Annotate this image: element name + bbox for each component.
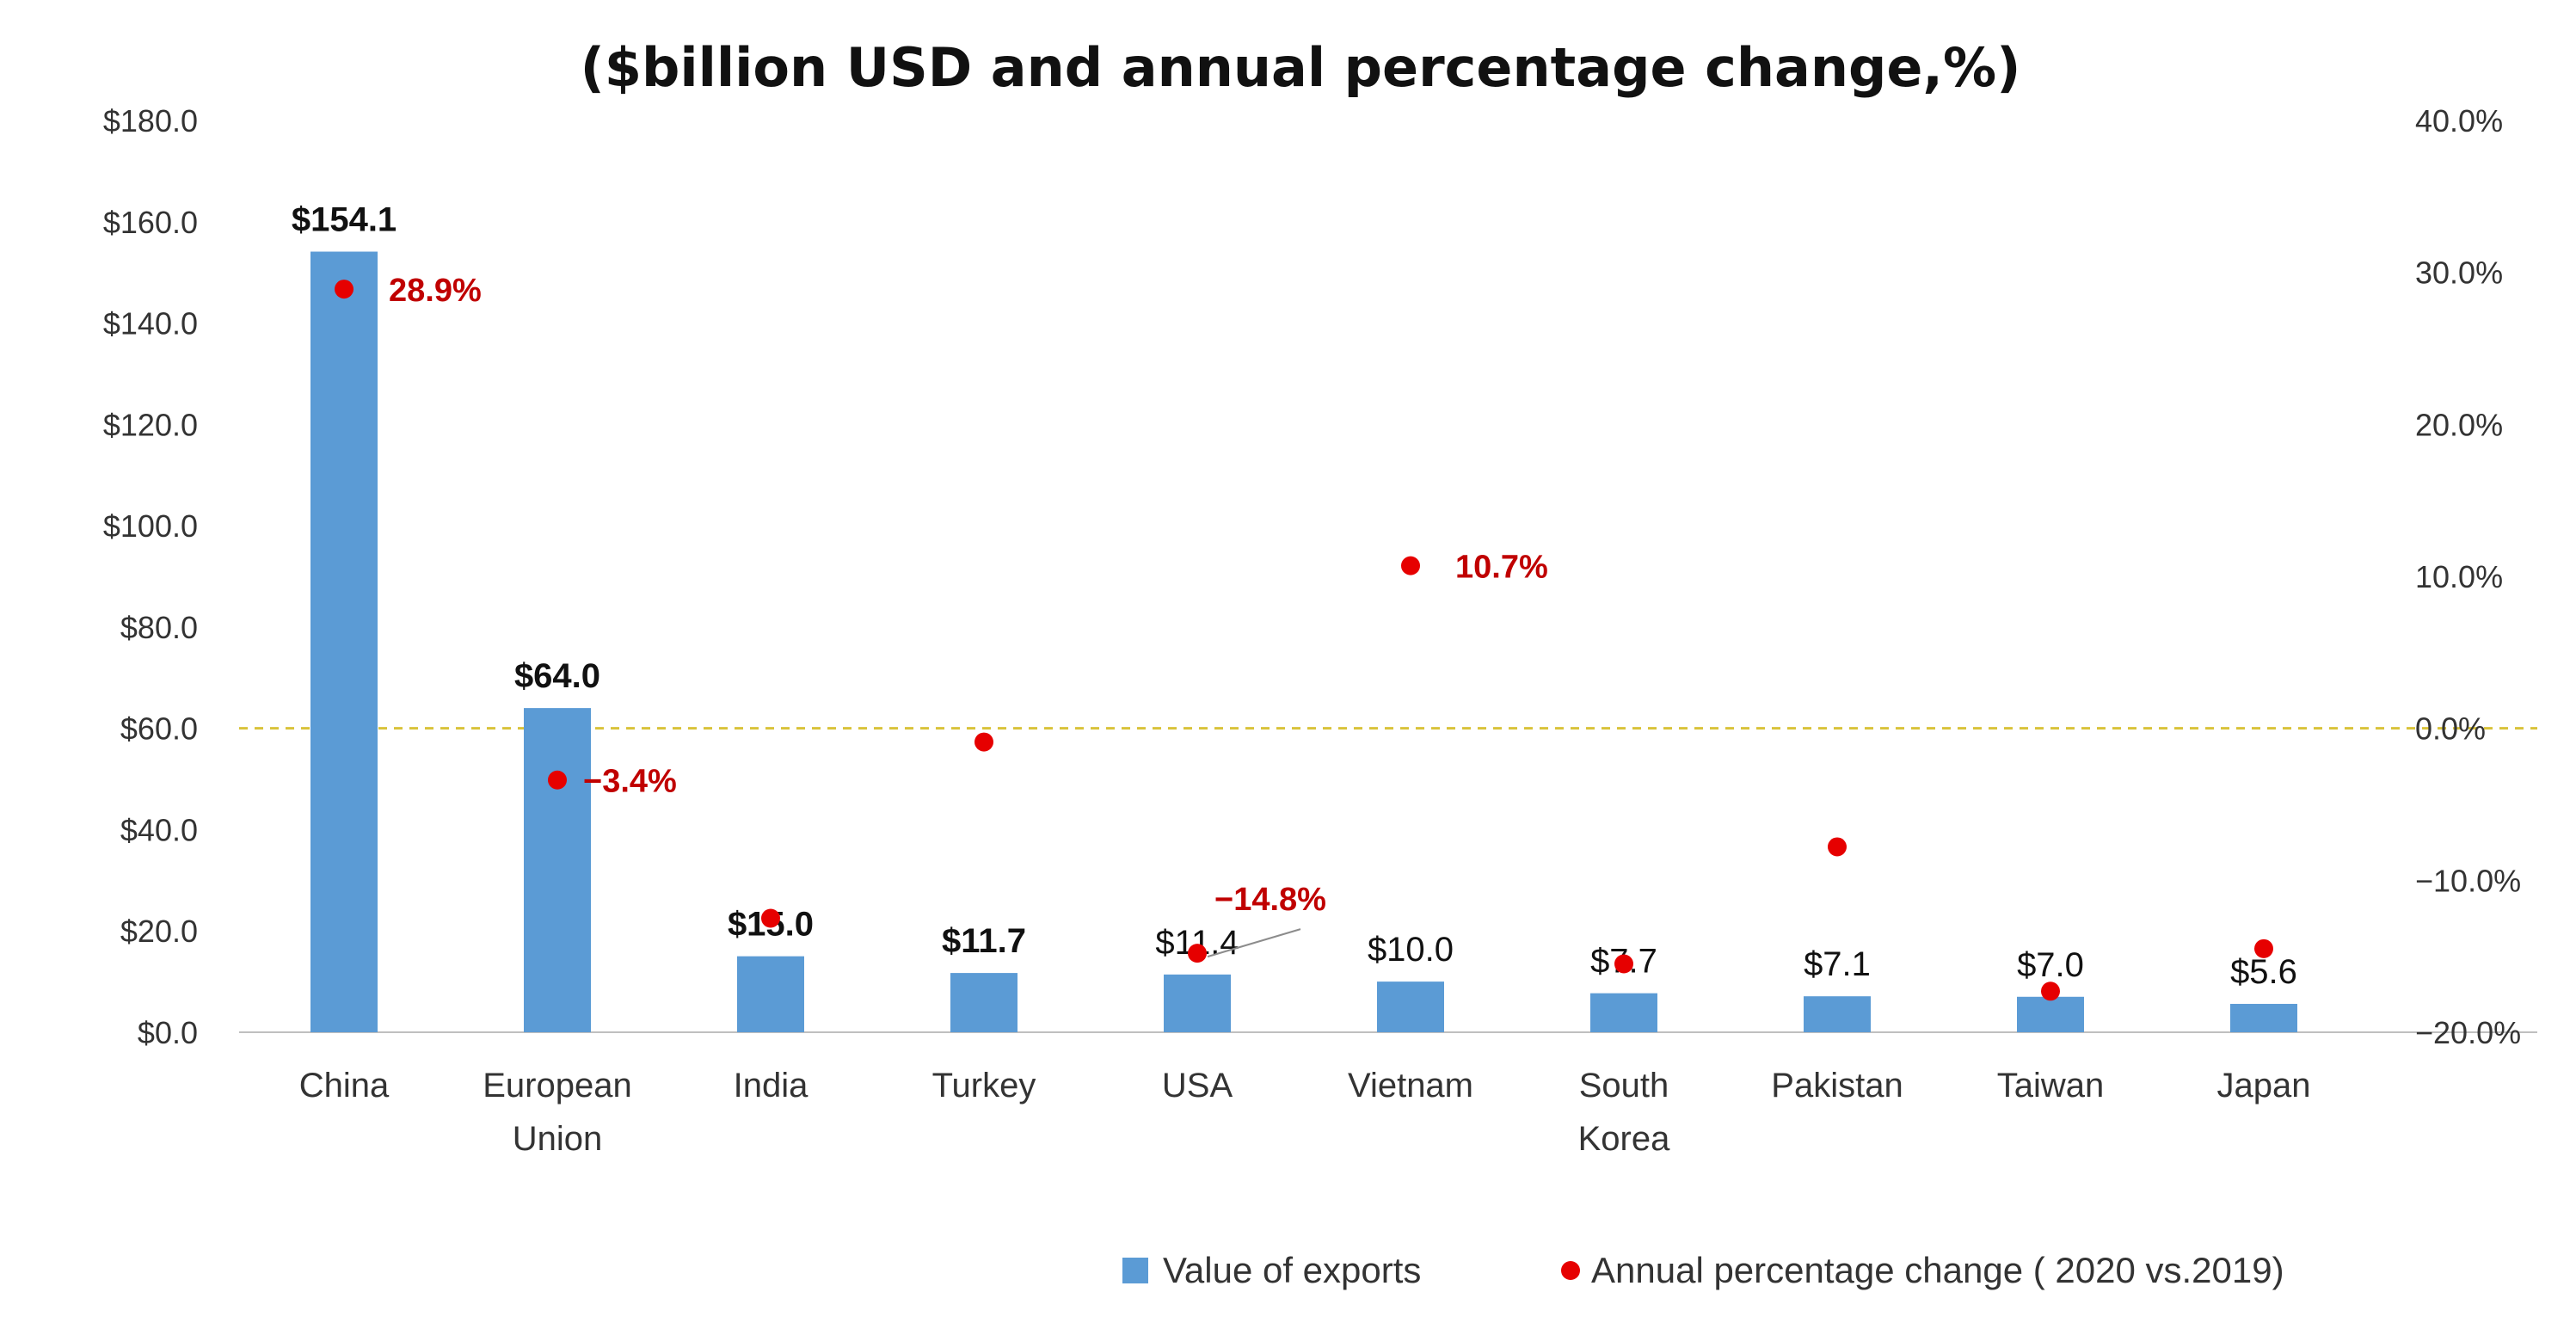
leader-line <box>1207 928 1301 958</box>
category-label: Taiwan <box>1997 1067 2105 1105</box>
points <box>335 280 2273 1001</box>
change-label: 28.9% <box>389 273 482 309</box>
right-tick-label: −20.0% <box>2415 1015 2521 1050</box>
category-label: Pakistan <box>1771 1067 1903 1105</box>
left-tick-label: $100.0 <box>103 508 198 544</box>
bar <box>524 708 591 1032</box>
category-label: Union <box>513 1120 603 1158</box>
left-axis-ticks: $0.0 $20.0 $40.0 $60.0 $80.0 $100.0 $120.0 $140… <box>103 103 198 1050</box>
left-tick-label: $0.0 <box>138 1015 198 1050</box>
right-tick-label: 10.0% <box>2415 559 2503 594</box>
right-tick-label: 30.0% <box>2415 255 2503 291</box>
bar-value-label: $10.0 <box>1368 931 1454 969</box>
change-point <box>1401 556 1420 575</box>
left-tick-label: $160.0 <box>103 205 198 240</box>
change-point <box>548 770 567 790</box>
category-label: China <box>299 1067 390 1105</box>
bar <box>950 973 1017 1032</box>
change-point <box>761 908 780 928</box>
category-label: Turkey <box>932 1067 1036 1105</box>
right-tick-label: 40.0% <box>2415 103 2503 138</box>
right-tick-label: 20.0% <box>2415 407 2503 442</box>
bar <box>1590 993 1657 1032</box>
legend: Value of exports Annual percentage chang… <box>1122 1250 2284 1290</box>
bar <box>1377 981 1444 1032</box>
category-label: USA <box>1162 1067 1233 1105</box>
left-tick-label: $120.0 <box>103 407 198 442</box>
left-tick-label: $180.0 <box>103 103 198 138</box>
category-label: India <box>734 1067 808 1105</box>
bar-labels: $154.1$64.0$15.0$11.7$11.4$10.0$7.7$7.1$… <box>292 201 2297 992</box>
bar-value-label: $5.6 <box>2230 953 2297 991</box>
left-tick-label: $140.0 <box>103 306 198 342</box>
left-tick-label: $40.0 <box>120 812 198 847</box>
change-point <box>335 280 354 299</box>
category-label: Japan <box>2217 1067 2311 1105</box>
legend-swatch-exports <box>1122 1258 1148 1283</box>
point-labels: 28.9% −3.4% −14.8% 10.7% <box>389 273 1548 958</box>
bar-value-label: $154.1 <box>292 201 397 239</box>
right-axis-ticks: −20.0% −10.0% 0.0% 10.0% 20.0% 30.0% 40.0% <box>2415 103 2521 1050</box>
left-tick-label: $60.0 <box>120 711 198 747</box>
category-labels: China European Union India Turkey USA Vietnam S… <box>299 1067 2311 1158</box>
change-point <box>974 732 993 752</box>
legend-label-exports: Value of exports <box>1163 1250 1421 1290</box>
left-tick-label: $20.0 <box>120 914 198 949</box>
right-tick-label: 0.0% <box>2415 711 2486 747</box>
bar-value-label: $64.0 <box>514 657 600 695</box>
change-label: −14.8% <box>1214 882 1326 918</box>
change-label: −3.4% <box>583 764 677 800</box>
bar <box>2017 996 2084 1032</box>
change-point <box>2041 981 2060 1001</box>
category-label: Vietnam <box>1348 1067 1473 1105</box>
bar <box>310 251 378 1032</box>
change-point <box>2254 938 2273 958</box>
bars <box>310 251 2297 1032</box>
bar-value-label: $7.1 <box>1804 945 1871 983</box>
category-label: South <box>1579 1067 1669 1105</box>
category-label: Korea <box>1578 1120 1670 1158</box>
legend-label-change: Annual percentage change ( 2020 vs.2019) <box>1591 1250 2284 1290</box>
change-label: 10.7% <box>1455 550 1548 586</box>
change-point <box>1828 837 1847 857</box>
change-point <box>1188 944 1207 963</box>
right-tick-label: −10.0% <box>2415 863 2521 898</box>
bar <box>1164 974 1231 1032</box>
bar-value-label: $7.0 <box>2017 946 2084 984</box>
bar <box>737 956 804 1032</box>
left-tick-label: $80.0 <box>120 610 198 645</box>
legend-swatch-change <box>1561 1261 1580 1280</box>
bar <box>1804 996 1871 1032</box>
chart-title: ($billion USD and annual percentage chan… <box>581 36 2021 99</box>
change-point <box>1614 954 1633 974</box>
bar <box>2230 1004 2297 1032</box>
bar-value-label: $11.7 <box>942 922 1026 960</box>
category-label: European <box>483 1067 631 1105</box>
